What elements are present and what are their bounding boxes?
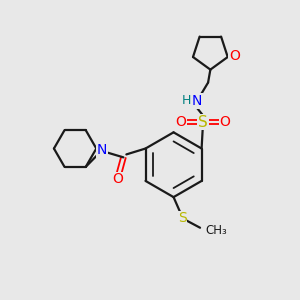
Text: O: O <box>229 49 240 62</box>
Text: S: S <box>198 115 208 130</box>
Text: O: O <box>176 115 186 129</box>
Text: N: N <box>192 94 202 108</box>
Text: O: O <box>220 115 231 129</box>
Text: H: H <box>182 94 191 107</box>
Text: O: O <box>112 172 123 186</box>
Text: N: N <box>97 143 107 157</box>
Text: CH₃: CH₃ <box>206 224 227 237</box>
Text: S: S <box>178 211 187 225</box>
